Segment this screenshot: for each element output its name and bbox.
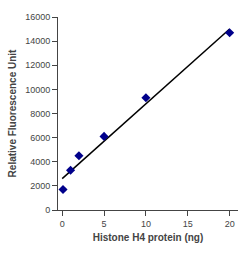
svg-text:0: 0: [60, 219, 65, 229]
svg-text:14000: 14000: [25, 36, 50, 46]
svg-text:5: 5: [102, 219, 107, 229]
svg-text:4000: 4000: [30, 157, 50, 167]
svg-text:6000: 6000: [30, 133, 50, 143]
svg-text:16000: 16000: [25, 12, 50, 22]
svg-text:10: 10: [141, 219, 151, 229]
svg-text:Histone H4 protein (ng): Histone H4 protein (ng): [93, 232, 204, 243]
svg-text:2000: 2000: [30, 181, 50, 191]
svg-text:15: 15: [183, 219, 193, 229]
svg-text:Relative Fluorescence Unit: Relative Fluorescence Unit: [7, 49, 18, 177]
svg-text:0: 0: [45, 205, 50, 215]
svg-text:8000: 8000: [30, 109, 50, 119]
svg-text:20: 20: [225, 219, 235, 229]
svg-text:12000: 12000: [25, 60, 50, 70]
svg-text:10000: 10000: [25, 85, 50, 95]
